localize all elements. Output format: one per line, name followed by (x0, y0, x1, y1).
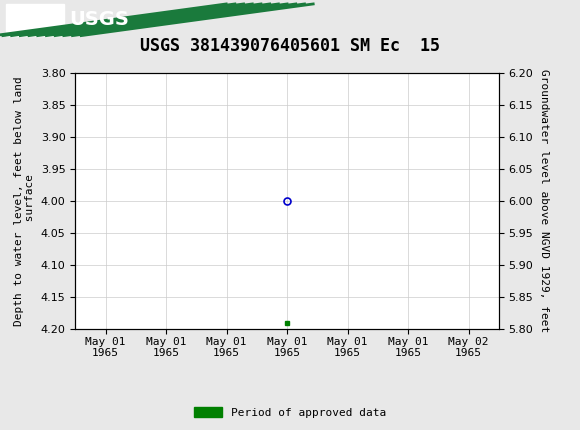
Legend: Period of approved data: Period of approved data (190, 403, 390, 422)
Text: USGS: USGS (70, 10, 129, 29)
Text: USGS 381439076405601 SM Ec  15: USGS 381439076405601 SM Ec 15 (140, 37, 440, 55)
FancyBboxPatch shape (6, 4, 64, 36)
Y-axis label: Groundwater level above NGVD 1929, feet: Groundwater level above NGVD 1929, feet (539, 69, 549, 333)
Y-axis label: Depth to water level, feet below land
 surface: Depth to water level, feet below land su… (14, 76, 35, 326)
